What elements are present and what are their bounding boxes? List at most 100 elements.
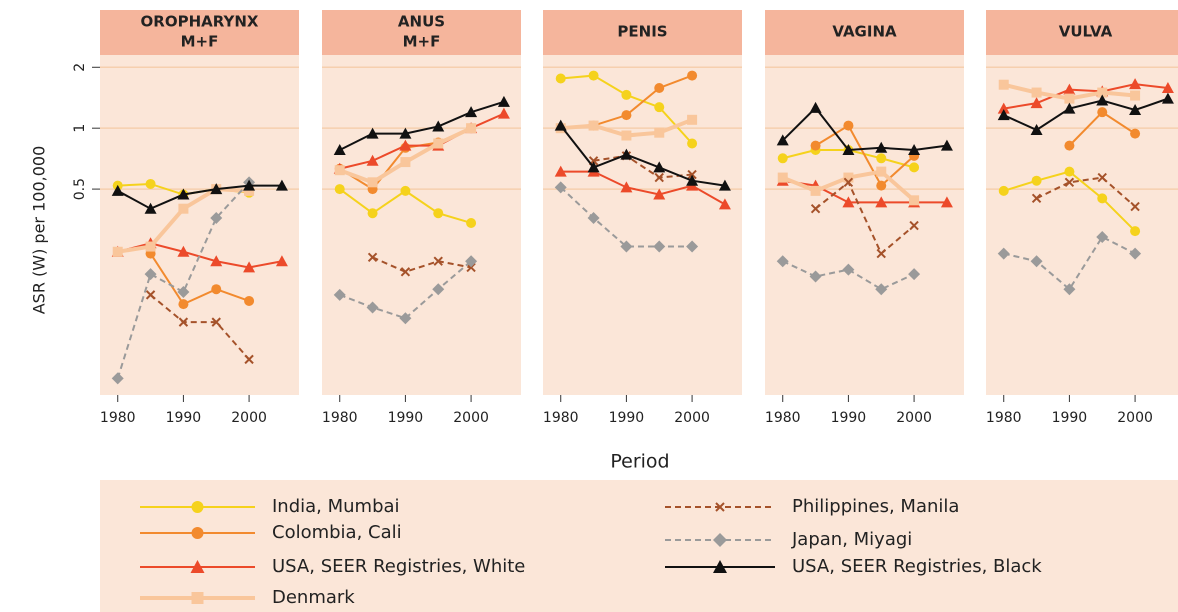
marker xyxy=(621,110,632,121)
series-line xyxy=(1003,235,1136,291)
marker xyxy=(713,533,727,547)
y-tick-label: 1 xyxy=(72,124,88,133)
marker xyxy=(367,208,378,219)
x-tick-label: 2000 xyxy=(231,410,267,426)
series-line xyxy=(1036,176,1136,208)
marker xyxy=(654,82,665,93)
marker xyxy=(809,101,822,113)
marker xyxy=(715,502,725,512)
x-tick-label: 2000 xyxy=(453,410,489,426)
marker xyxy=(497,95,510,107)
series-line xyxy=(782,106,948,152)
marker xyxy=(809,270,822,283)
x-tick-label: 2000 xyxy=(674,410,710,426)
panel-header xyxy=(765,10,964,55)
panel-background xyxy=(543,55,742,395)
marker xyxy=(433,256,443,266)
x-tick-label: 1980 xyxy=(765,410,801,426)
marker xyxy=(432,120,445,132)
marker xyxy=(466,123,477,134)
marker xyxy=(587,161,600,173)
x-tick-label: 1980 xyxy=(543,410,579,426)
marker xyxy=(555,73,566,84)
marker xyxy=(1063,83,1076,95)
marker xyxy=(776,255,789,268)
marker xyxy=(144,268,157,281)
marker xyxy=(466,217,477,228)
marker xyxy=(654,127,665,138)
marker xyxy=(177,188,190,200)
series-line xyxy=(559,124,726,187)
marker xyxy=(842,196,855,208)
marker xyxy=(244,185,255,196)
x-tick-label: 1980 xyxy=(986,410,1022,426)
marker xyxy=(909,162,920,173)
marker xyxy=(843,177,854,188)
marker xyxy=(718,179,731,191)
marker xyxy=(810,203,821,214)
marker xyxy=(908,144,921,156)
marker xyxy=(843,172,854,183)
marker xyxy=(112,246,123,257)
marker xyxy=(366,154,379,166)
series-line xyxy=(116,181,250,379)
marker xyxy=(367,177,378,188)
legend-label: Philippines, Manila xyxy=(792,496,959,517)
marker xyxy=(1096,94,1109,106)
x-tick-label: 1990 xyxy=(831,410,867,426)
x-tick-label: 1980 xyxy=(322,410,358,426)
marker xyxy=(366,301,379,314)
marker xyxy=(334,165,345,176)
marker xyxy=(620,148,633,160)
series-line xyxy=(339,260,472,320)
legend-box xyxy=(100,480,1178,612)
marker xyxy=(1097,87,1108,98)
series-line xyxy=(560,186,693,248)
marker xyxy=(334,184,345,195)
series-line xyxy=(1003,97,1169,132)
x-axis-label: Period xyxy=(610,451,669,473)
legend-label: Japan, Miyagi xyxy=(791,529,912,550)
series-line xyxy=(339,100,505,151)
panel-background xyxy=(986,55,1178,395)
marker xyxy=(687,114,698,125)
marker xyxy=(1064,93,1075,104)
series-line xyxy=(815,124,915,188)
legend-label: USA, SEER Registries, White xyxy=(272,556,525,577)
marker xyxy=(145,178,156,189)
marker xyxy=(554,181,567,194)
panel-title: M+F xyxy=(403,33,441,51)
panel-header xyxy=(322,10,521,55)
marker xyxy=(1030,255,1043,268)
marker xyxy=(144,202,157,214)
panel-background xyxy=(765,55,964,395)
y-tick-label: 0.5 xyxy=(72,178,88,200)
marker xyxy=(876,166,887,177)
x-tick-label: 2000 xyxy=(896,410,932,426)
marker xyxy=(177,285,190,298)
marker xyxy=(621,89,632,100)
marker xyxy=(687,169,697,180)
marker xyxy=(1130,226,1141,237)
marker xyxy=(1030,123,1043,135)
marker xyxy=(432,283,445,296)
marker xyxy=(1129,78,1142,90)
marker xyxy=(433,208,444,219)
panel: VULVA 1980 1990 2000 xyxy=(986,10,1178,426)
marker xyxy=(588,70,599,81)
series-line xyxy=(149,294,250,361)
legend-label: USA, SEER Registries, Black xyxy=(792,556,1042,577)
marker xyxy=(145,241,156,252)
marker xyxy=(211,317,221,327)
panel-title: M+F xyxy=(181,33,219,51)
panel-header xyxy=(543,10,742,55)
y-tick-label: 2 xyxy=(72,63,88,72)
series-line xyxy=(814,180,915,256)
marker xyxy=(333,288,346,301)
panel: ANUS M+F 1980 1990 2000 xyxy=(322,10,521,426)
panel-background xyxy=(322,55,521,395)
marker xyxy=(400,185,411,196)
marker xyxy=(178,299,189,310)
marker xyxy=(178,317,189,327)
marker xyxy=(1064,140,1075,151)
